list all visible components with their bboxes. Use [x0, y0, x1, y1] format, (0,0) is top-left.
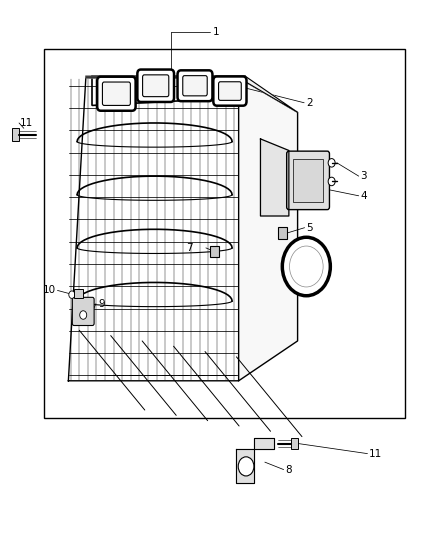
Bar	[44, 49, 405, 418]
Polygon shape	[86, 76, 297, 112]
Circle shape	[238, 457, 254, 476]
FancyBboxPatch shape	[143, 75, 169, 96]
Polygon shape	[237, 438, 274, 483]
FancyBboxPatch shape	[183, 76, 207, 96]
Text: 4: 4	[360, 191, 367, 201]
Bar	[12, 128, 19, 141]
Text: 5: 5	[306, 223, 313, 233]
Circle shape	[80, 311, 87, 319]
FancyBboxPatch shape	[177, 70, 212, 101]
Bar	[278, 227, 287, 239]
Text: 11: 11	[20, 118, 33, 128]
FancyBboxPatch shape	[287, 151, 329, 209]
Text: 10: 10	[42, 286, 56, 295]
Text: 7: 7	[186, 243, 193, 253]
FancyBboxPatch shape	[102, 82, 131, 106]
Text: 11: 11	[369, 449, 382, 458]
Polygon shape	[68, 78, 239, 381]
Text: 9: 9	[98, 298, 105, 309]
Text: 2: 2	[306, 98, 313, 108]
FancyBboxPatch shape	[219, 82, 241, 100]
Circle shape	[328, 159, 335, 167]
Bar	[210, 246, 219, 257]
Polygon shape	[239, 78, 297, 381]
Bar	[291, 438, 298, 449]
Bar	[293, 159, 323, 201]
FancyBboxPatch shape	[138, 69, 174, 102]
Text: 3: 3	[360, 171, 367, 181]
Circle shape	[290, 246, 323, 287]
Text: 6: 6	[306, 247, 313, 257]
Text: 1: 1	[212, 27, 219, 37]
Circle shape	[283, 237, 330, 296]
Polygon shape	[261, 139, 289, 216]
Circle shape	[328, 177, 335, 185]
FancyBboxPatch shape	[72, 297, 94, 326]
FancyBboxPatch shape	[213, 76, 247, 106]
Text: 8: 8	[286, 465, 292, 474]
Bar	[74, 289, 83, 298]
FancyBboxPatch shape	[97, 77, 136, 111]
Circle shape	[69, 291, 75, 298]
